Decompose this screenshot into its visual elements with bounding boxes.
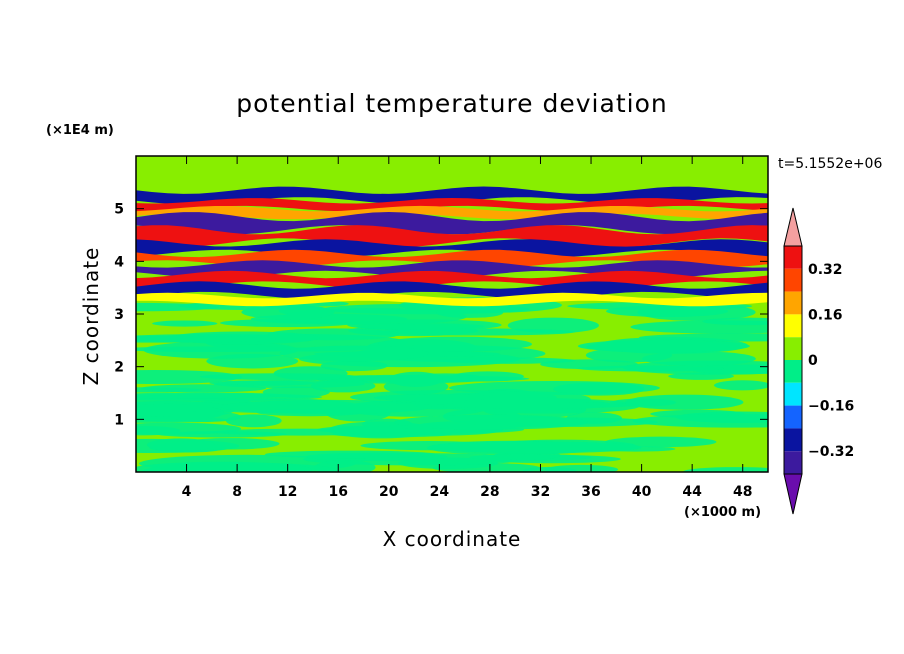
field-patch bbox=[430, 441, 642, 454]
field-patch bbox=[544, 464, 619, 472]
chart-title: potential temperature deviation bbox=[236, 89, 667, 118]
colorbar-label: −0.16 bbox=[808, 399, 854, 415]
x-unit-label: (×1000 m) bbox=[684, 505, 761, 520]
field-patch bbox=[136, 392, 294, 399]
temperature-band bbox=[136, 281, 768, 300]
field-patch bbox=[638, 333, 768, 342]
y-tick-label: 1 bbox=[114, 412, 124, 428]
field-patch bbox=[375, 328, 576, 336]
temperature-band bbox=[136, 186, 768, 205]
y-tick-label: 3 bbox=[114, 307, 124, 323]
field-patch bbox=[264, 450, 437, 459]
y-tick-label: 4 bbox=[114, 254, 124, 270]
field-patch bbox=[714, 380, 768, 391]
temperature-band bbox=[136, 205, 768, 220]
x-tick-label: 32 bbox=[531, 484, 550, 500]
colorbar-label: −0.32 bbox=[808, 444, 854, 460]
field-patch bbox=[436, 308, 503, 318]
field-patch bbox=[152, 320, 218, 327]
colorbar-label: 0.16 bbox=[808, 307, 843, 323]
x-tick-label: 8 bbox=[232, 484, 242, 500]
x-tick-label: 4 bbox=[182, 484, 192, 500]
field-patch bbox=[172, 411, 242, 422]
y-axis-label: Z coordinate bbox=[79, 247, 103, 386]
temperature-band bbox=[136, 225, 768, 248]
field-patch bbox=[143, 341, 299, 359]
field-patch bbox=[136, 369, 243, 385]
x-tick-label: 44 bbox=[682, 484, 702, 500]
field-patch bbox=[279, 345, 429, 362]
field-patch bbox=[577, 365, 724, 372]
x-tick-label: 48 bbox=[733, 484, 752, 500]
field-patch bbox=[320, 360, 388, 372]
field-patch bbox=[136, 335, 277, 343]
time-label: t=5.1552e+06 bbox=[778, 156, 882, 172]
colorbar-swatch bbox=[784, 451, 802, 474]
x-axis: 4 8 12 16 20 24 28 32 36 40 44 48 bbox=[182, 156, 752, 500]
field-patch bbox=[625, 394, 744, 410]
field-patch bbox=[604, 436, 717, 448]
x-tick-label: 20 bbox=[379, 484, 399, 500]
temperature-band bbox=[136, 212, 768, 235]
x-tick-label: 16 bbox=[328, 484, 347, 500]
field-patch bbox=[606, 305, 729, 318]
colorbar-swatch bbox=[784, 428, 802, 452]
field-patch bbox=[436, 401, 637, 409]
plot-area bbox=[136, 156, 768, 472]
y-axis: 1 2 3 4 5 bbox=[114, 202, 768, 428]
field-patch bbox=[146, 438, 215, 452]
field-patch bbox=[683, 467, 768, 472]
colorbar-extend-bottom bbox=[783, 473, 803, 515]
field-patch bbox=[378, 336, 533, 352]
field-patch bbox=[373, 394, 492, 402]
x-tick-label: 36 bbox=[581, 484, 600, 500]
field-patch bbox=[310, 379, 376, 393]
field-patch bbox=[577, 339, 750, 353]
field-patch bbox=[136, 461, 312, 472]
field-patch bbox=[136, 302, 219, 312]
colorbar: 0.32 0.16 0 −0.16 −0.32 bbox=[783, 207, 854, 515]
field-patch bbox=[221, 399, 432, 414]
field-patch bbox=[632, 413, 768, 428]
colorbar-swatch bbox=[784, 314, 802, 338]
y-unit-label: (×1E4 m) bbox=[46, 123, 114, 138]
temperature-band bbox=[136, 292, 768, 307]
field-patch bbox=[141, 384, 267, 393]
x-tick-label: 28 bbox=[480, 484, 499, 500]
colorbar-swatch bbox=[784, 246, 802, 269]
field-patch bbox=[702, 317, 768, 326]
x-tick-label: 24 bbox=[430, 484, 450, 500]
field-patch bbox=[451, 371, 524, 382]
x-tick-label: 40 bbox=[632, 484, 652, 500]
colorbar-swatch bbox=[784, 337, 802, 360]
colorbar-swatch bbox=[784, 291, 802, 315]
field-patch bbox=[356, 323, 485, 330]
colorbar-swatch bbox=[784, 268, 802, 292]
field-patch bbox=[393, 414, 588, 430]
field-patch bbox=[262, 386, 330, 398]
field-patch bbox=[136, 422, 242, 435]
colorbar-label: 0.32 bbox=[808, 262, 843, 278]
colorbar-extend-top bbox=[783, 207, 803, 247]
y-tick-label: 5 bbox=[114, 202, 124, 218]
field-patch bbox=[553, 382, 645, 396]
field-patch bbox=[389, 371, 443, 387]
x-axis-label: X coordinate bbox=[383, 527, 522, 551]
colorbar-label: 0 bbox=[808, 353, 818, 369]
y-tick-label: 2 bbox=[114, 360, 124, 376]
field-patch bbox=[241, 304, 335, 320]
colorbar-swatch bbox=[784, 405, 802, 429]
field-patch bbox=[316, 426, 411, 434]
colorbar-swatch bbox=[784, 360, 802, 383]
x-tick-label: 12 bbox=[278, 484, 297, 500]
colorbar-swatch bbox=[784, 382, 802, 406]
